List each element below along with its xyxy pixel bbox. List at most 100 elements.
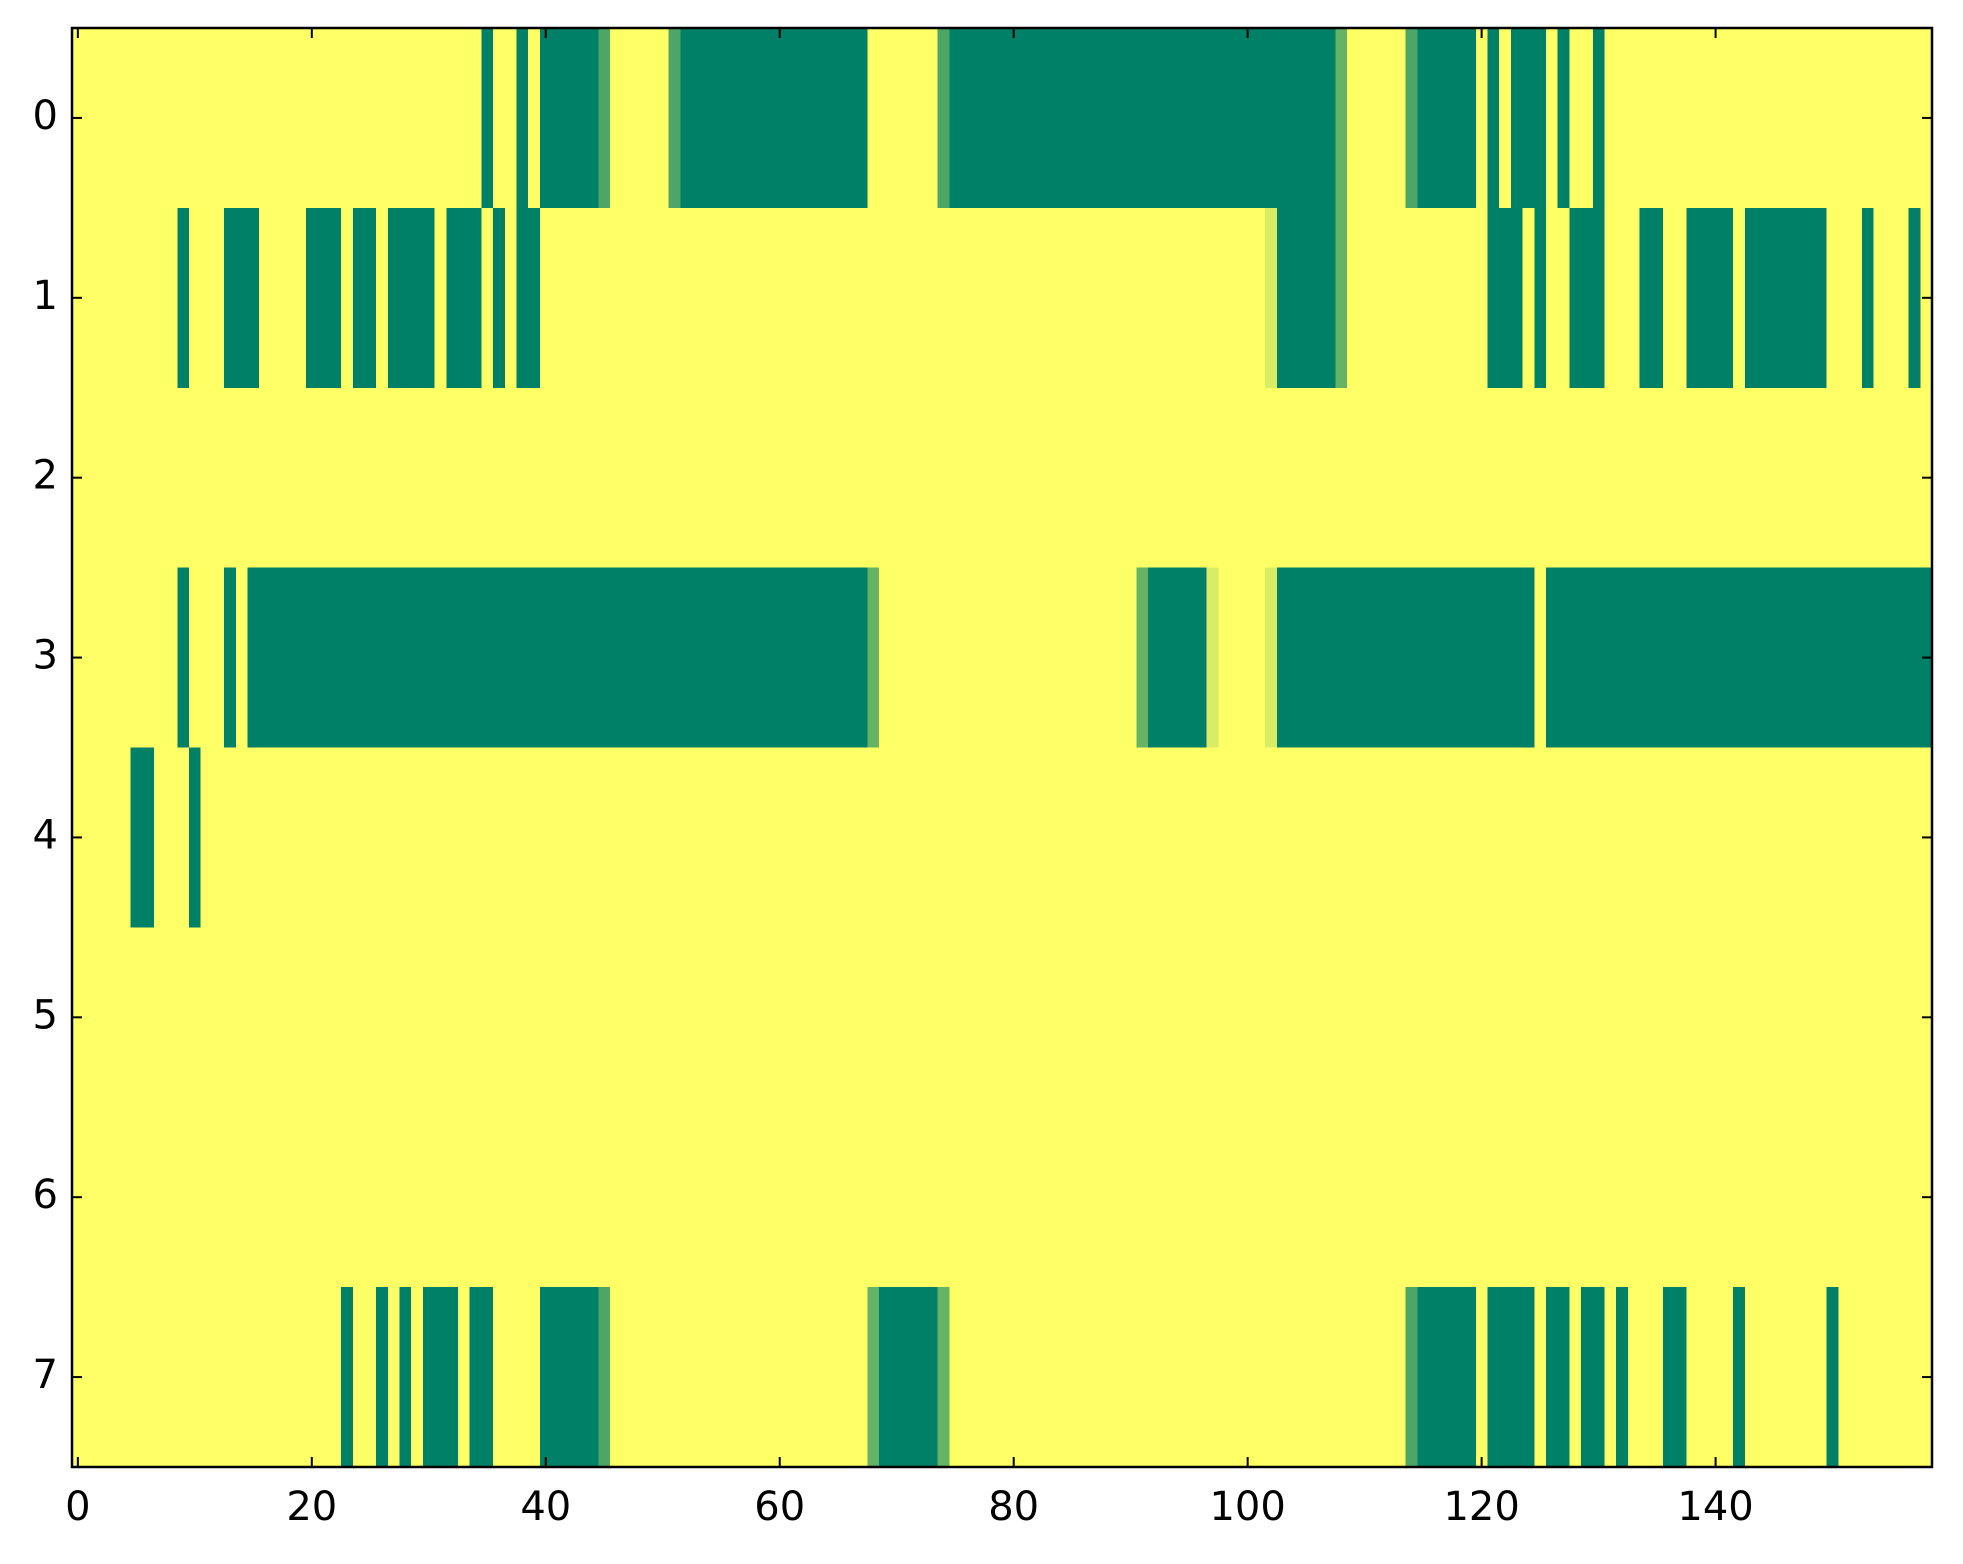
cell — [1885, 1107, 1898, 1288]
cell — [188, 747, 202, 928]
cell — [1054, 28, 1067, 209]
cell — [539, 567, 553, 749]
cell — [469, 927, 483, 1108]
cell — [1113, 387, 1126, 569]
cell — [633, 567, 646, 749]
cell — [1627, 207, 1641, 389]
cell — [247, 207, 260, 389]
cell — [399, 207, 412, 389]
cell — [1218, 207, 1231, 389]
cell — [1733, 1107, 1746, 1288]
cell — [1569, 207, 1582, 389]
cell — [808, 567, 822, 749]
cell — [645, 747, 658, 928]
cell — [341, 387, 354, 569]
cell — [224, 567, 237, 749]
cell — [282, 387, 295, 569]
cell — [188, 1107, 202, 1288]
cell — [1323, 927, 1336, 1108]
cell — [1265, 927, 1278, 1108]
cell — [247, 927, 260, 1108]
cell — [1709, 1287, 1723, 1468]
cell — [750, 747, 763, 928]
cell — [996, 1287, 1009, 1468]
cell — [1791, 747, 1804, 928]
cell — [1218, 567, 1231, 749]
cell — [1698, 387, 1711, 569]
cell — [539, 207, 553, 389]
cell — [1031, 567, 1044, 749]
cell — [1779, 1287, 1793, 1468]
cell — [785, 927, 798, 1108]
cell — [1347, 387, 1360, 569]
cell — [1054, 927, 1067, 1108]
cell — [1908, 1107, 1921, 1288]
cell — [83, 747, 96, 928]
cell — [305, 1287, 319, 1468]
cell — [984, 1107, 997, 1288]
cell — [130, 567, 143, 749]
cell — [668, 1287, 681, 1468]
y-tick-label: 2 — [33, 453, 58, 499]
cell — [1019, 28, 1032, 209]
cell — [1241, 567, 1255, 749]
cell — [1183, 927, 1196, 1108]
cell — [142, 567, 155, 749]
cell — [1896, 28, 1910, 209]
cell — [1662, 207, 1676, 389]
cell — [247, 387, 260, 569]
cell — [224, 1287, 237, 1468]
cell — [1276, 1107, 1290, 1288]
cell — [1323, 1107, 1336, 1288]
cell — [1265, 567, 1278, 749]
cell — [504, 387, 518, 569]
cell — [1686, 207, 1699, 389]
cell — [317, 927, 330, 1108]
cell — [1592, 747, 1606, 928]
cell — [142, 1287, 155, 1468]
cell — [212, 28, 225, 209]
cell — [972, 1287, 986, 1468]
cell — [446, 927, 459, 1108]
cell — [1557, 387, 1570, 569]
cell — [914, 1107, 927, 1288]
cell — [259, 387, 272, 569]
cell — [1604, 387, 1617, 569]
cell — [902, 747, 915, 928]
cell — [1838, 567, 1851, 749]
cell — [1382, 927, 1395, 1108]
cell — [1522, 207, 1535, 389]
cell — [996, 567, 1009, 749]
cell — [481, 207, 494, 389]
cell — [352, 207, 366, 389]
cell — [820, 927, 833, 1108]
cell — [165, 1287, 178, 1468]
cell — [551, 1287, 564, 1468]
cell — [247, 28, 260, 209]
cell — [1019, 1287, 1032, 1468]
cell — [797, 927, 810, 1108]
cell — [1440, 927, 1453, 1108]
cell — [1089, 207, 1103, 389]
cell — [1651, 387, 1664, 569]
cell — [446, 747, 459, 928]
cell — [1838, 387, 1851, 569]
cell — [1335, 207, 1348, 389]
cell — [1557, 747, 1570, 928]
cell — [1113, 28, 1126, 209]
cell — [142, 387, 155, 569]
cell — [890, 28, 904, 209]
cell — [1113, 207, 1126, 389]
cell — [1124, 927, 1138, 1108]
cell — [200, 567, 213, 749]
cell — [1113, 567, 1126, 749]
cell — [738, 927, 752, 1108]
cell — [1312, 1287, 1325, 1468]
cell — [1510, 927, 1524, 1108]
cell — [1276, 1287, 1290, 1468]
cell — [1171, 1287, 1184, 1468]
cell — [750, 1287, 763, 1468]
cell — [481, 567, 494, 749]
cell — [1756, 747, 1769, 928]
cell — [153, 567, 167, 749]
